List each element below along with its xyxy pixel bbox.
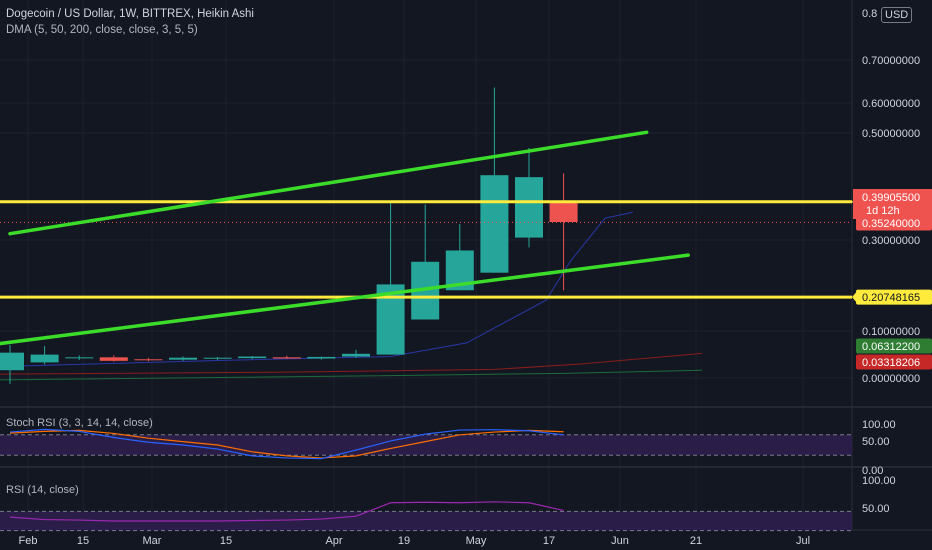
time-tick-6: May xyxy=(466,535,487,547)
price-label-bg-1 xyxy=(853,189,932,219)
candle-body-15 xyxy=(515,177,543,238)
rsi-tick-1: 50.00 xyxy=(862,503,890,515)
candle-body-5 xyxy=(169,357,197,360)
stoch-rsi-band xyxy=(0,434,852,456)
time-tick-7: 17 xyxy=(543,535,555,547)
price-label-bg-3 xyxy=(856,289,932,305)
price-label-bg-2 xyxy=(856,215,932,231)
stoch-rsi-d-line xyxy=(9,429,564,459)
stoch-rsi-k-line xyxy=(9,428,564,460)
rsi-band xyxy=(0,511,852,531)
candle-body-16 xyxy=(549,201,578,222)
time-tick-8: Jun xyxy=(611,535,629,547)
price-tick-1: 0.60000000 xyxy=(862,98,920,110)
time-tick-2: Mar xyxy=(143,535,162,547)
rsi-line xyxy=(9,501,564,522)
stoch-rsi-title: Stoch RSI (3, 3, 14, 14, close) xyxy=(6,417,153,429)
candle-body-8 xyxy=(272,357,301,359)
moving-average-0 xyxy=(9,211,633,367)
trend-line-0 xyxy=(8,130,649,236)
candle-body-3 xyxy=(99,357,128,361)
price-tick-4: 0.10000000 xyxy=(862,326,920,338)
price-label-4: 0.06312200 xyxy=(862,341,920,353)
stoch-rsi-tick-1: 50.00 xyxy=(862,436,890,448)
price-label-3: 0.20748165 xyxy=(862,292,920,304)
moving-average-1 xyxy=(0,352,703,375)
time-tick-0: Feb xyxy=(19,535,38,547)
price-tick-2: 0.50000000 xyxy=(862,128,920,140)
price-label-bg-5 xyxy=(856,354,932,370)
rsi-tick-0: 100.00 xyxy=(862,475,896,487)
price-tick-3: 0.30000000 xyxy=(862,235,920,247)
time-tick-4: Apr xyxy=(325,535,342,547)
price-label-2: 0.35240000 xyxy=(862,218,920,230)
time-tick-3: 15 xyxy=(220,535,232,547)
stoch-rsi-tick-2: 0.00 xyxy=(862,465,883,477)
stoch-rsi-tick-0: 100.00 xyxy=(862,419,896,431)
price-label-bg-4 xyxy=(856,338,932,354)
candle-body-1 xyxy=(30,354,59,363)
currency-selector[interactable]: USD xyxy=(881,7,913,23)
moving-average-2 xyxy=(0,369,703,381)
countdown-label: 1d 12h xyxy=(866,205,900,217)
candle-body-4 xyxy=(134,359,163,361)
candle-body-7 xyxy=(238,356,267,359)
candle-body-0 xyxy=(0,352,24,371)
candle-body-10 xyxy=(342,353,370,357)
candle-body-2 xyxy=(65,357,94,359)
indicator-legend[interactable]: DMA (5, 50, 200, close, close, 3, 5, 5) xyxy=(6,24,198,36)
time-tick-1: 15 xyxy=(77,535,89,547)
time-tick-9: 21 xyxy=(690,535,702,547)
time-tick-5: 19 xyxy=(398,535,410,547)
price-tick-5: 0.00000000 xyxy=(862,373,920,385)
rsi-title: RSI (14, close) xyxy=(6,484,79,496)
price-tick-0: 0.70000000 xyxy=(862,55,920,67)
price-label-1: 0.39905500 xyxy=(862,192,920,204)
price-tick-top: 0.8 xyxy=(862,8,877,20)
trend-line-1 xyxy=(0,253,690,346)
candle-body-9 xyxy=(307,356,336,359)
price-label-5: 0.03318206 xyxy=(862,357,920,369)
candle-body-6 xyxy=(203,357,232,359)
candle-body-14 xyxy=(480,175,509,273)
time-tick-10: Jul xyxy=(796,535,810,547)
chart-title[interactable]: Dogecoin / US Dollar, 1W, BITTREX, Heiki… xyxy=(6,8,254,20)
